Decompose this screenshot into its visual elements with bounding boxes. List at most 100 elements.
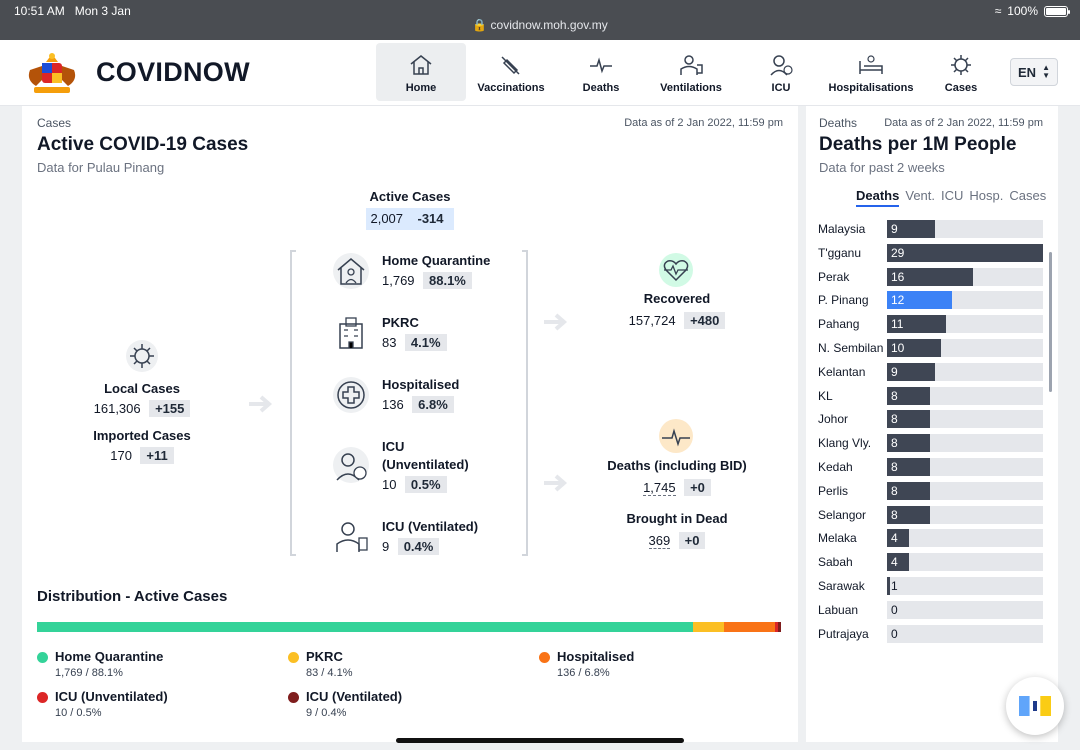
scrollbar[interactable] [1049, 252, 1052, 392]
bar[interactable] [887, 315, 947, 334]
nav-home[interactable]: Home [376, 43, 466, 101]
bar-value-label: 1 [891, 578, 898, 593]
home-quarantine-label: Home Quarantine [382, 253, 491, 268]
bar[interactable] [887, 291, 952, 310]
tab-deaths[interactable]: Deaths [856, 188, 900, 207]
bar-category-label: Klang Vly. [818, 436, 872, 451]
coat-of-arms-logo[interactable] [22, 50, 82, 96]
bar[interactable] [887, 243, 1043, 262]
bar-row: Kedah 8 [818, 456, 1044, 480]
medical-cross-icon [333, 377, 369, 413]
state-selector-button[interactable] [1006, 677, 1064, 735]
tab-hosp[interactable]: Hosp. [969, 188, 1004, 203]
nav-cases[interactable]: Cases [916, 43, 1006, 101]
bar[interactable] [887, 386, 931, 405]
tab-icu[interactable]: ICU [941, 188, 964, 203]
bar-category-label: T'gganu [818, 245, 861, 260]
ventilator-patient-icon [336, 522, 368, 552]
bar[interactable] [887, 529, 909, 548]
bar[interactable] [887, 576, 890, 595]
arrow-right-icon [249, 395, 273, 413]
nav-deaths[interactable]: Deaths [556, 43, 646, 101]
distribution-segment[interactable] [774, 622, 779, 632]
bar-track: 8 [887, 434, 1043, 453]
legend-stat: 83 / 4.1% [306, 667, 353, 679]
home-quarantine-item: Home Quarantine 1,769 88.1% [332, 252, 512, 292]
home-quarantine-stat: 1,769 88.1% [382, 272, 472, 290]
bar-category-label: P. Pinang [818, 293, 869, 308]
status-icons: ≈ 100% [995, 4, 1070, 18]
bar-track: 11 [887, 315, 1043, 334]
legend-stat: 1,769 / 88.1% [55, 667, 123, 679]
bar-category-label: Putrajaya [818, 626, 869, 641]
tab-cases[interactable]: Cases [1009, 188, 1047, 203]
nav-label: ICU [771, 82, 791, 94]
legend-dot [539, 652, 550, 663]
nav-ventilations[interactable]: Ventilations [646, 43, 736, 101]
nav-vaccinations[interactable]: Vaccinations [466, 43, 556, 101]
language-select[interactable]: EN ▲ ▼ [1010, 58, 1058, 86]
as-of-date: Data as of 2 Jan 2022, 11:59 pm [624, 117, 783, 129]
bar[interactable] [887, 457, 931, 476]
local-cases-label: Local Cases [104, 381, 180, 396]
nav-label: Cases [944, 82, 978, 94]
legend-dot [288, 692, 299, 703]
hospitalised-value: 136 [382, 397, 404, 412]
nav-label: Home [405, 82, 437, 94]
bar[interactable] [887, 410, 931, 429]
legend-stat: 136 / 6.8% [557, 667, 610, 679]
bar-value-label: 0 [891, 602, 898, 617]
pkrc-value: 83 [382, 335, 397, 350]
bar-row: Pahang 11 [818, 313, 1044, 337]
bar-track: 9 [887, 220, 1043, 238]
bar-track: 4 [887, 553, 1043, 572]
distribution-segment[interactable] [37, 622, 694, 632]
distribution-segment[interactable] [778, 622, 782, 632]
hospital-bed-icon [859, 55, 883, 74]
bar-value-label: 8 [891, 436, 898, 451]
bracket-left [290, 250, 296, 556]
imported-cases-label: Imported Cases [93, 428, 191, 443]
bar-category-label: Labuan [818, 602, 859, 617]
bar[interactable] [887, 267, 974, 286]
bar[interactable] [887, 481, 931, 500]
home-quarantine-value: 1,769 [382, 273, 415, 288]
bar[interactable] [887, 553, 909, 572]
bar[interactable] [887, 434, 931, 453]
legend-label: PKRC [306, 649, 343, 664]
bar-value-label: 29 [891, 245, 905, 260]
card-subtitle: Data for past 2 weeks [819, 160, 945, 175]
battery-icon [1044, 5, 1070, 17]
bar[interactable] [887, 338, 941, 357]
main-nav: Home Vaccinations Deaths Ventilations IC… [376, 43, 1006, 101]
nav-hospitalisations[interactable]: Hospitalisations [826, 43, 916, 101]
pkrc-stat: 83 4.1% [382, 334, 447, 352]
bar[interactable] [887, 505, 931, 524]
penang-flag-icon [1019, 696, 1051, 716]
nav-icu[interactable]: ICU [736, 43, 826, 101]
brand-title[interactable]: COVIDNOW [96, 57, 250, 87]
bar-value-label: 8 [891, 483, 898, 498]
bar[interactable] [887, 362, 936, 381]
bar-category-label: Kelantan [818, 364, 866, 379]
bar-row: Putrajaya 0 [818, 623, 1044, 647]
imported-cases-block: Imported Cases 170 +11 [62, 428, 222, 465]
hospitalised-stat: 136 6.8% [382, 396, 454, 414]
deaths-stat: 1,745 +0 [587, 479, 767, 497]
icu-ventilated-label: ICU (Ventilated) [382, 519, 479, 534]
tab-vent[interactable]: Vent. [905, 188, 935, 203]
bid-value[interactable]: 369 [648, 533, 671, 549]
address-bar[interactable]: 🔒 covidnow.moh.gov.my [472, 18, 608, 32]
deaths-value[interactable]: 1,745 [643, 480, 676, 496]
bar-value-label: 0 [891, 626, 898, 641]
legend-stat: 9 / 0.4% [306, 707, 347, 719]
pulse-icon [590, 57, 612, 74]
bar-row: Perak 16 [818, 266, 1044, 290]
distribution-segment[interactable] [693, 622, 724, 632]
bar[interactable] [887, 220, 936, 238]
recovered-block: Recovered 157,724 +480 [587, 291, 767, 330]
distribution-segment[interactable] [723, 622, 775, 632]
bid-block: Brought in Dead 369 +0 [587, 511, 767, 550]
card-eyebrow: Deaths [819, 116, 858, 130]
icu-unventilated-stat: 10 0.5% [382, 476, 447, 494]
